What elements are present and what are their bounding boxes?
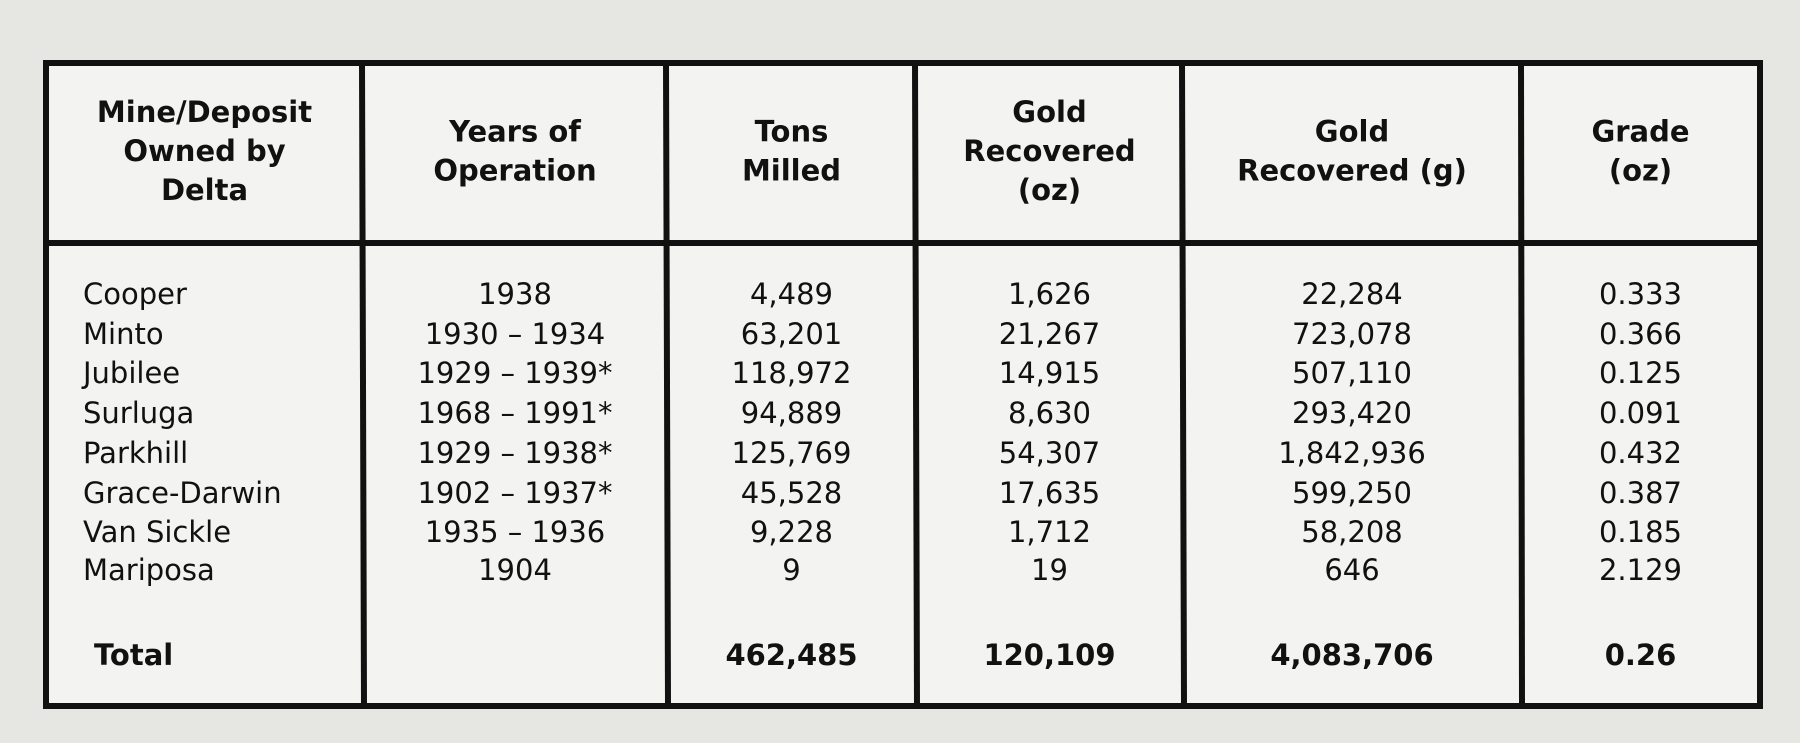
column-rule	[1518, 62, 1525, 707]
cell: 14,915	[999, 356, 1100, 390]
cell: 4,489	[750, 277, 833, 311]
cell: 17,635	[999, 476, 1100, 510]
row-label: Grace-Darwin	[83, 476, 282, 510]
header-text: (oz)	[1018, 173, 1081, 207]
row-label: Mariposa	[83, 553, 215, 587]
cell: 1904	[478, 553, 552, 587]
cell: 8,630	[1008, 396, 1091, 430]
total-cell: 0.26	[1605, 638, 1677, 672]
cell: 0.366	[1599, 317, 1682, 351]
cell: 0.387	[1599, 476, 1682, 510]
total-label: Total	[94, 638, 173, 672]
header-text: Years of	[448, 115, 581, 149]
header-text: Gold	[1012, 95, 1086, 129]
header-text: Operation	[433, 154, 596, 188]
cell: 9	[782, 553, 800, 587]
row-label: Surluga	[83, 396, 194, 430]
row-label: Minto	[83, 317, 164, 351]
cell: 0.125	[1599, 356, 1682, 390]
header-text: (oz)	[1609, 154, 1672, 188]
header-text: Owned by	[123, 134, 285, 168]
cell: 1,712	[1008, 515, 1091, 549]
cell: 293,420	[1292, 396, 1412, 430]
cell: 646	[1324, 553, 1379, 587]
total-cell: 4,083,706	[1270, 638, 1433, 672]
cell: 0.091	[1599, 396, 1682, 430]
cell: 58,208	[1301, 515, 1402, 549]
total-cell: 462,485	[725, 638, 857, 672]
cell: 1,842,936	[1278, 436, 1426, 470]
cell: 1,626	[1008, 277, 1091, 311]
column-rule	[663, 62, 671, 707]
cell: 0.432	[1599, 436, 1682, 470]
cell: 1929 – 1938*	[417, 436, 612, 470]
header-text: Milled	[742, 154, 841, 188]
cell: 599,250	[1292, 476, 1412, 510]
cell: 19	[1031, 553, 1068, 587]
header-text: Delta	[161, 173, 248, 207]
header-text: Gold	[1315, 115, 1389, 149]
cell: 1968 – 1991*	[417, 396, 612, 430]
row-label: Cooper	[83, 277, 187, 311]
header-text: Grade	[1591, 115, 1689, 149]
cell: 2.129	[1599, 553, 1682, 587]
cell: 1935 – 1936	[425, 515, 606, 549]
cell: 94,889	[741, 396, 842, 430]
cell: 21,267	[999, 317, 1100, 351]
cell: 63,201	[741, 317, 842, 351]
header-text: Recovered	[963, 134, 1135, 168]
column-rule	[912, 62, 920, 707]
header-text: Recovered (g)	[1237, 154, 1467, 188]
cell: 45,528	[741, 476, 842, 510]
table-rules	[43, 60, 1763, 709]
row-label: Parkhill	[83, 436, 188, 470]
cell: 0.333	[1599, 277, 1682, 311]
cell: 1902 – 1937*	[417, 476, 612, 510]
column-rule	[359, 62, 367, 707]
cell: 9,228	[750, 515, 833, 549]
cell: 1930 – 1934	[425, 317, 606, 351]
row-label: Jubilee	[81, 356, 180, 390]
row-label: Van Sickle	[83, 515, 231, 549]
header-text: Tons	[755, 115, 829, 149]
total-cell: 120,109	[983, 638, 1115, 672]
cell: 125,769	[732, 436, 852, 470]
cell: 0.185	[1599, 515, 1682, 549]
cell: 723,078	[1292, 317, 1412, 351]
cell: 54,307	[999, 436, 1100, 470]
cell: 1929 – 1939*	[417, 356, 612, 390]
cell: 1938	[478, 277, 552, 311]
table-background	[46, 63, 1760, 706]
column-rule	[1179, 62, 1187, 707]
cell: 118,972	[732, 356, 852, 390]
header-text: Mine/Deposit	[97, 95, 312, 129]
cell: 22,284	[1301, 277, 1402, 311]
table-border	[43, 60, 1763, 709]
cell: 507,110	[1292, 356, 1412, 390]
